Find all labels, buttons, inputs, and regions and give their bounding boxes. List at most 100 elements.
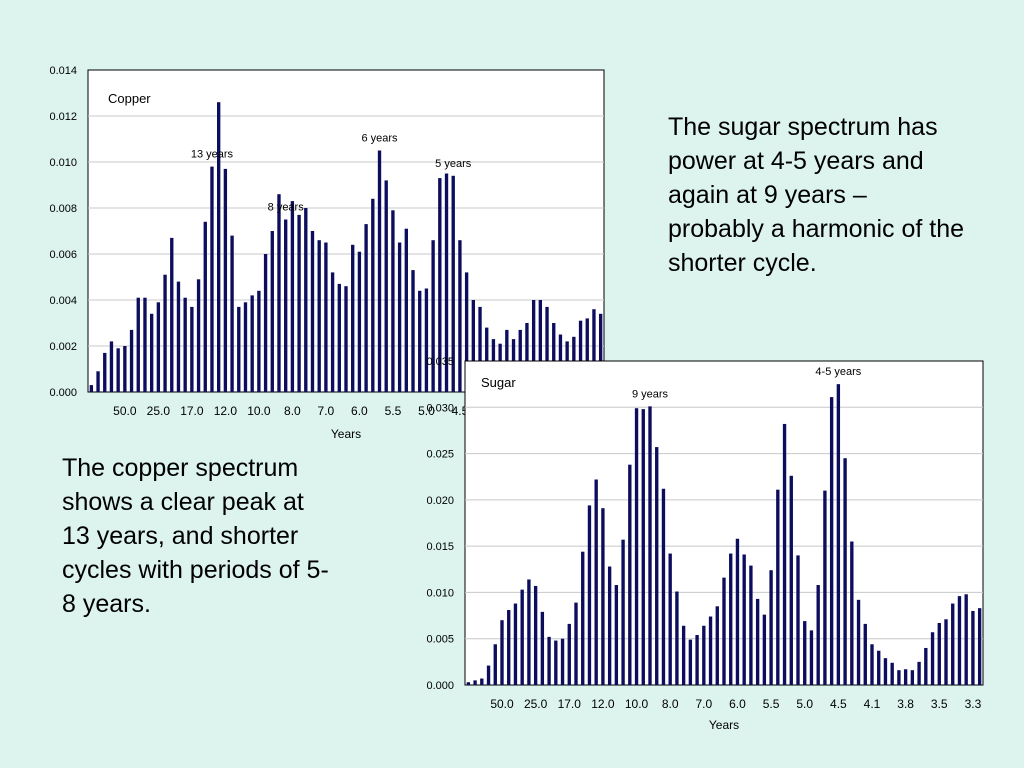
sugar-bar [607,566,612,685]
copper-bar [578,320,583,392]
copper-bar [277,194,281,392]
sugar-bar [708,616,713,685]
sugar-bar [803,621,807,685]
sugar-legend-label: Sugar [481,375,516,390]
copper-x-tick-label: 25.0 [147,404,171,418]
copper-bar [545,306,549,392]
copper-bar [531,300,536,392]
sugar-bar [856,599,861,685]
sugar-x-tick-label: 25.0 [524,697,548,711]
copper-y-tick-label: 0.004 [49,295,77,307]
copper-bar [237,306,241,392]
sugar-bar [971,610,975,685]
sugar-bar [681,625,686,685]
sugar-annotation: 9 years [632,388,669,400]
copper-bars [89,102,603,392]
sugar-x-tick-label: 4.5 [830,697,847,711]
copper-bar [217,102,221,392]
copper-bar [411,270,415,392]
copper-x-tick-label: 10.0 [247,404,271,418]
sugar-bar [567,623,571,685]
sugar-bar [507,610,511,685]
sugar-x-tick-label: 8.0 [662,697,679,711]
sugar-bar [796,555,800,685]
copper-bar [330,272,335,392]
copper-bar [223,168,228,392]
sugar-bar [735,538,740,685]
sugar-bar [655,447,659,685]
copper-bar [598,313,603,392]
copper-bar [96,371,100,392]
copper-bar [190,306,194,392]
copper-bar [263,254,268,392]
sugar-bar [648,406,652,685]
copper-bar [391,210,395,392]
copper-legend-label: Copper [108,91,151,106]
copper-x-tick-label: 12.0 [214,404,238,418]
sugar-x-tick-label: 7.0 [695,697,712,711]
copper-bar [377,150,382,392]
copper-bar [176,281,181,392]
copper-bar [364,224,368,392]
copper-y-tick-label: 0.008 [49,203,77,215]
copper-bar [156,302,161,392]
copper-bar [324,242,328,392]
sugar-x-tick-label: 3.3 [965,697,982,711]
sugar-bar [722,577,726,685]
sugar-bar [749,565,753,685]
copper-bar [397,242,402,392]
sugar-bar [702,625,706,685]
sugar-bar [910,670,915,685]
sugar-bar [527,579,531,685]
sugar-bar [513,603,518,685]
sugar-bar [594,479,598,685]
sugar-bar [634,408,639,685]
copper-bar [337,283,341,392]
sugar-bar [903,669,908,685]
copper-y-tick-label: 0.012 [49,111,77,123]
copper-x-tick-label: 6.0 [351,404,368,418]
sugar-bar [897,670,901,685]
copper-bar [116,348,120,392]
sugar-bar [661,488,666,685]
copper-bar [384,180,388,392]
copper-bar [525,323,529,392]
sugar-x-axis-label: Years [709,718,739,732]
sugar-bar [641,409,645,685]
sugar-bar [782,423,787,685]
copper-x-tick-label: 5.0 [418,404,435,418]
copper-bar [136,297,140,392]
sugar-bar [957,596,962,685]
sugar-bar [789,475,793,685]
copper-annotations: 13 years 8 years 6 years 5 years [191,133,472,214]
sugar-bar [930,632,935,685]
copper-bar [163,274,167,392]
copper-bar [284,219,288,392]
copper-bar [89,385,94,392]
sugar-bar [762,614,767,685]
copper-bar [451,175,455,392]
copper-bar [458,240,462,392]
copper-x-tick-label: 8.0 [284,404,301,418]
sugar-bar [715,606,719,685]
copper-bar [129,329,134,392]
copper-annotation: 6 years [361,133,398,145]
copper-y-tick-label: 0.002 [49,341,77,353]
copper-bar [149,313,154,392]
copper-bar [243,302,248,392]
copper-bar [371,198,375,392]
sugar-y-tick-label: 0.015 [426,541,454,553]
copper-x-tick-labels: 50.0 25.0 17.0 12.0 10.0 8.0 7.0 6.0 5.5 5.0 4.5 [113,404,468,418]
copper-y-tick-label: 0.014 [49,65,77,77]
copper-x-tick-label: 5.5 [385,404,402,418]
sugar-bar [540,611,545,685]
copper-bar [317,240,321,392]
sugar-y-tick-label: 0.030 [426,402,454,414]
copper-description: The copper spectrum shows a clear peak a… [62,454,329,618]
sugar-bar [547,636,551,685]
sugar-bar [614,585,619,685]
sugar-x-tick-label: 5.0 [796,697,813,711]
copper-bar [103,352,107,392]
sugar-bar [500,620,504,685]
